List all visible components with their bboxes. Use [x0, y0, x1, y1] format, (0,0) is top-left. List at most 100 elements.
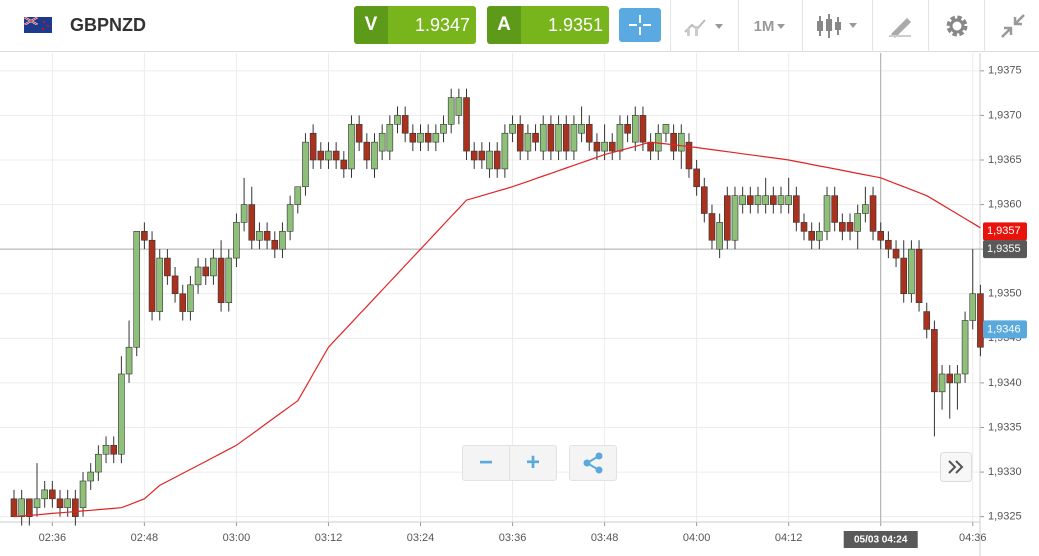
zoom-out[interactable]: − — [463, 446, 510, 480]
x-tick-label: 03:12 — [315, 532, 343, 544]
candle-body — [102, 445, 110, 455]
candle-body — [616, 124, 624, 152]
chart-type-button[interactable] — [802, 0, 873, 52]
candle-body — [785, 195, 792, 205]
time-panel — [0, 522, 980, 556]
scroll-right-button[interactable] — [940, 452, 972, 482]
candle-body — [900, 257, 908, 295]
bid-button[interactable]: V 1.9347 — [354, 6, 476, 44]
candle-body — [378, 132, 386, 152]
x-tick-label: 02:36 — [39, 532, 67, 544]
price-badge — [983, 320, 1027, 339]
candle-body — [455, 97, 463, 116]
candle-body — [302, 141, 309, 188]
candle-body — [869, 195, 877, 232]
y-tick-label: 1,9325 — [988, 511, 1022, 523]
candle-body — [133, 231, 141, 348]
x-tick-label: 04:36 — [959, 532, 987, 544]
candle-body — [286, 204, 294, 232]
candle-body — [64, 498, 71, 509]
candle-body — [747, 195, 754, 205]
crosshair-time-label: 05/03 04:24 — [854, 535, 908, 546]
candle-body — [478, 150, 486, 161]
candle-body — [961, 320, 969, 375]
zoom-in[interactable]: + — [525, 449, 540, 476]
candle-body — [885, 239, 892, 250]
candle-body — [340, 159, 348, 170]
timeframe-button[interactable]: 1M — [738, 0, 803, 52]
candle-icon — [817, 14, 857, 38]
candle-body — [217, 257, 225, 303]
candle-body — [409, 132, 417, 143]
candle-body — [394, 115, 401, 125]
candle-body — [846, 222, 854, 232]
candle-body — [95, 453, 102, 473]
candle-body — [700, 186, 708, 214]
candle-body — [862, 204, 869, 214]
candle-body — [263, 231, 271, 241]
x-tick-label: 04:12 — [775, 532, 803, 544]
candle-body — [662, 124, 670, 134]
candle-body — [233, 222, 240, 259]
candle-body — [401, 115, 409, 134]
candle-body — [371, 141, 378, 170]
candle-body — [915, 248, 923, 303]
collapse-icon — [1000, 14, 1025, 38]
bid-price: 1.9347 — [388, 6, 476, 44]
candle-body — [141, 231, 148, 241]
candle-body — [248, 204, 256, 241]
candle-body — [171, 275, 179, 295]
ask-button[interactable]: A 1.9351 — [487, 6, 609, 44]
candle-body — [49, 489, 56, 500]
candle-body — [762, 195, 769, 205]
candle-body — [839, 222, 846, 232]
candle-body — [225, 257, 233, 303]
candle-body — [693, 168, 700, 188]
candle-body — [317, 150, 325, 161]
crosshair-button[interactable] — [619, 8, 661, 42]
draw-icon — [889, 18, 911, 38]
axis-panel — [980, 53, 1039, 556]
share-button[interactable] — [570, 446, 616, 480]
candle-body — [892, 248, 900, 259]
candle-body — [72, 498, 79, 517]
candle-body — [355, 124, 363, 143]
candle-body — [87, 471, 94, 482]
y-tick-label: 1,9340 — [988, 377, 1022, 389]
y-tick-label: 1,9330 — [988, 466, 1022, 478]
candle-body — [79, 480, 87, 509]
indicators-button[interactable] — [670, 0, 739, 52]
candle-body — [938, 373, 946, 393]
crosshair-time-badge — [843, 531, 918, 548]
y-tick-label: 1,9370 — [988, 109, 1022, 121]
candle-body — [432, 132, 440, 143]
price-badge-label: 1,9355 — [987, 243, 1021, 255]
settings-button[interactable] — [928, 0, 985, 52]
candle-body — [332, 150, 340, 161]
candle-body — [585, 124, 593, 143]
candle-body — [831, 195, 838, 223]
candle-body — [501, 132, 509, 170]
x-tick-label: 03:00 — [223, 532, 251, 544]
symbol: GBPNZD — [70, 15, 146, 35]
price-badge — [983, 222, 1027, 241]
candle-body — [33, 498, 41, 509]
candle-body — [279, 231, 286, 250]
candle-body — [754, 195, 762, 205]
candle-body — [440, 124, 447, 134]
draw-button[interactable] — [872, 0, 929, 52]
price-badge — [983, 240, 1027, 259]
candle-body — [593, 141, 601, 152]
candle-body — [164, 257, 171, 277]
collapse-button[interactable] — [984, 0, 1039, 52]
y-tick-label: 1,9335 — [988, 421, 1022, 433]
gear-icon — [946, 15, 968, 37]
candle-body — [194, 266, 202, 286]
candle-body — [816, 231, 823, 241]
moving-average-line — [13, 141, 981, 518]
candle-body — [708, 213, 716, 241]
zoom-controls: − + — [462, 445, 557, 481]
candle-body — [724, 195, 731, 241]
y-tick-label: 1,9375 — [988, 65, 1022, 77]
